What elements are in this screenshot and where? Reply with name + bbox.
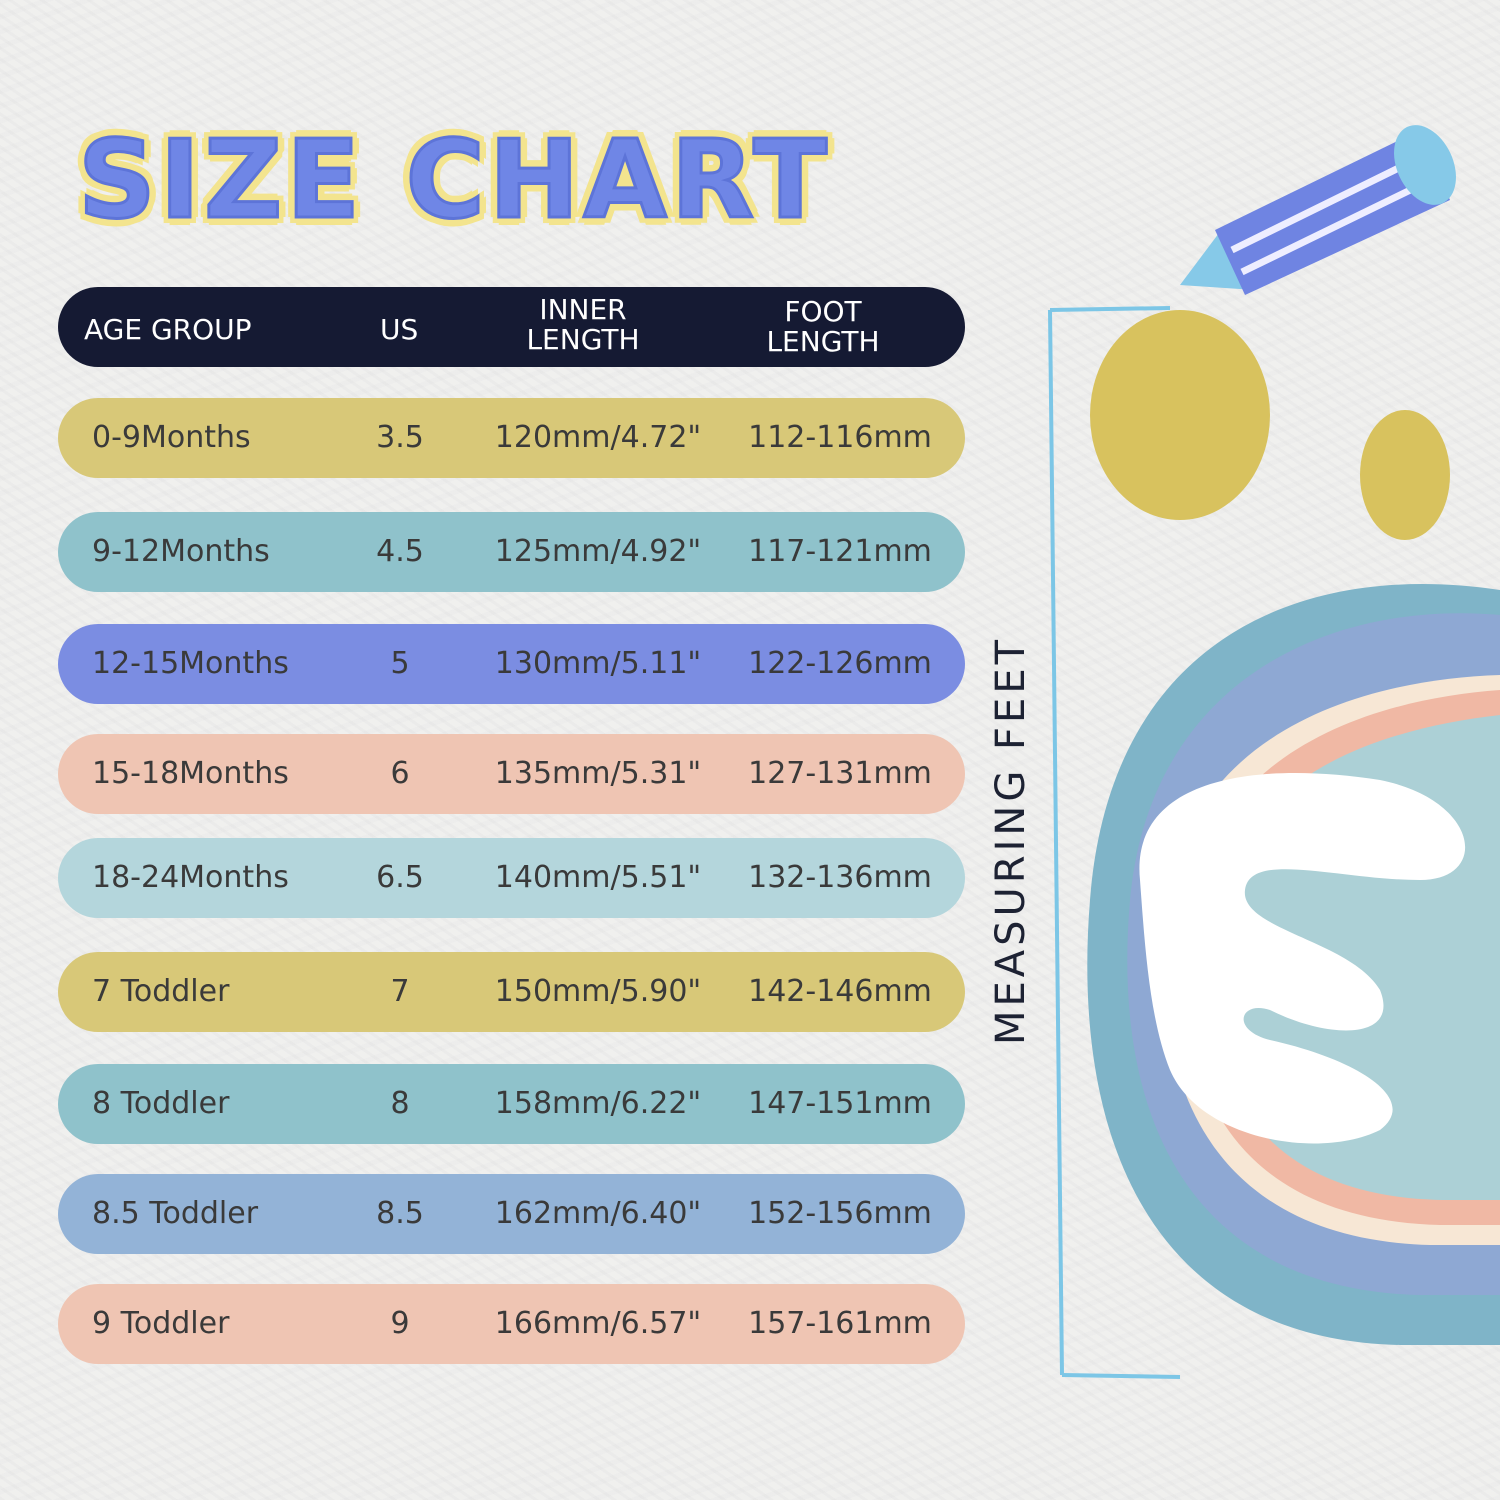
header-us: US <box>380 313 419 346</box>
us-size-cell: 6.5 <box>376 860 424 895</box>
table-row: 18-24Months 6.5 140mm/5.51" 132-136mm <box>58 838 965 918</box>
inner-length-cell: 120mm/4.72" <box>494 420 702 455</box>
age-group-cell: 12-15Months <box>92 646 289 681</box>
us-size-cell: 5 <box>390 646 410 681</box>
age-group-cell: 8.5 Toddler <box>92 1196 259 1231</box>
foot-length-cell: 112-116mm <box>748 420 932 455</box>
table-header: AGE GROUP US INNER LENGTH FOOT LENGTH <box>58 287 965 367</box>
foot-length-cell: 117-121mm <box>748 534 932 569</box>
foot-length-cell: 127-131mm <box>748 756 932 791</box>
foot-length-cell: 152-156mm <box>748 1196 932 1231</box>
table-row: 15-18Months 6 135mm/5.31" 127-131mm <box>58 734 965 814</box>
age-group-cell: 15-18Months <box>92 756 289 791</box>
table-row: 12-15Months 5 130mm/5.11" 122-126mm <box>58 624 965 704</box>
header-age-group: AGE GROUP <box>84 313 252 346</box>
foot-sole <box>1087 584 1500 1345</box>
age-group-cell: 9 Toddler <box>92 1306 230 1341</box>
us-size-cell: 9 <box>390 1306 410 1341</box>
age-group-cell: 0-9Months <box>92 420 251 455</box>
ruler-bracket <box>1048 306 1181 1379</box>
table-row: 9-12Months 4.5 125mm/4.92" 117-121mm <box>58 512 965 592</box>
header-inner-length: INNER LENGTH <box>526 293 640 356</box>
inner-length-cell: 150mm/5.90" <box>494 974 702 1009</box>
inner-length-cell: 162mm/6.40" <box>494 1196 702 1231</box>
foot-length-cell: 142-146mm <box>748 974 932 1009</box>
table-row: 0-9Months 3.5 120mm/4.72" 112-116mm <box>58 398 965 478</box>
us-size-cell: 3.5 <box>376 420 424 455</box>
us-size-cell: 8 <box>390 1086 410 1121</box>
inner-length-cell: 130mm/5.11" <box>494 646 702 681</box>
foot-length-cell: 147-151mm <box>748 1086 932 1121</box>
age-group-cell: 9-12Months <box>92 534 270 569</box>
foot-length-cell: 122-126mm <box>748 646 932 681</box>
age-group-cell: 7 Toddler <box>92 974 230 1009</box>
toe-big <box>1090 310 1270 520</box>
table-row: 8 Toddler 8 158mm/6.22" 147-151mm <box>58 1064 965 1144</box>
table-row: 7 Toddler 7 150mm/5.90" 142-146mm <box>58 952 965 1032</box>
header-foot-length: FOOT LENGTH <box>766 295 880 358</box>
table-row: 9 Toddler 9 166mm/6.57" 157-161mm <box>58 1284 965 1364</box>
inner-length-cell: 125mm/4.92" <box>494 534 702 569</box>
us-size-cell: 8.5 <box>376 1196 424 1231</box>
us-size-cell: 6 <box>390 756 410 791</box>
inner-length-cell: 135mm/5.31" <box>494 756 702 791</box>
table-row: 8.5 Toddler 8.5 162mm/6.40" 152-156mm <box>58 1174 965 1254</box>
page-title: SIZE CHART <box>77 117 831 245</box>
measuring-feet-label: MEASURING FEET <box>988 635 1034 1045</box>
age-group-cell: 8 Toddler <box>92 1086 230 1121</box>
foot-length-cell: 157-161mm <box>748 1306 932 1341</box>
inner-length-cell: 158mm/6.22" <box>494 1086 702 1121</box>
toe-small <box>1360 410 1450 540</box>
age-group-cell: 18-24Months <box>92 860 289 895</box>
inner-length-cell: 140mm/5.51" <box>494 860 702 895</box>
foot-length-cell: 132-136mm <box>748 860 932 895</box>
inner-length-cell: 166mm/6.57" <box>494 1306 702 1341</box>
us-size-cell: 4.5 <box>376 534 424 569</box>
us-size-cell: 7 <box>390 974 410 1009</box>
pencil-icon <box>1180 125 1456 295</box>
